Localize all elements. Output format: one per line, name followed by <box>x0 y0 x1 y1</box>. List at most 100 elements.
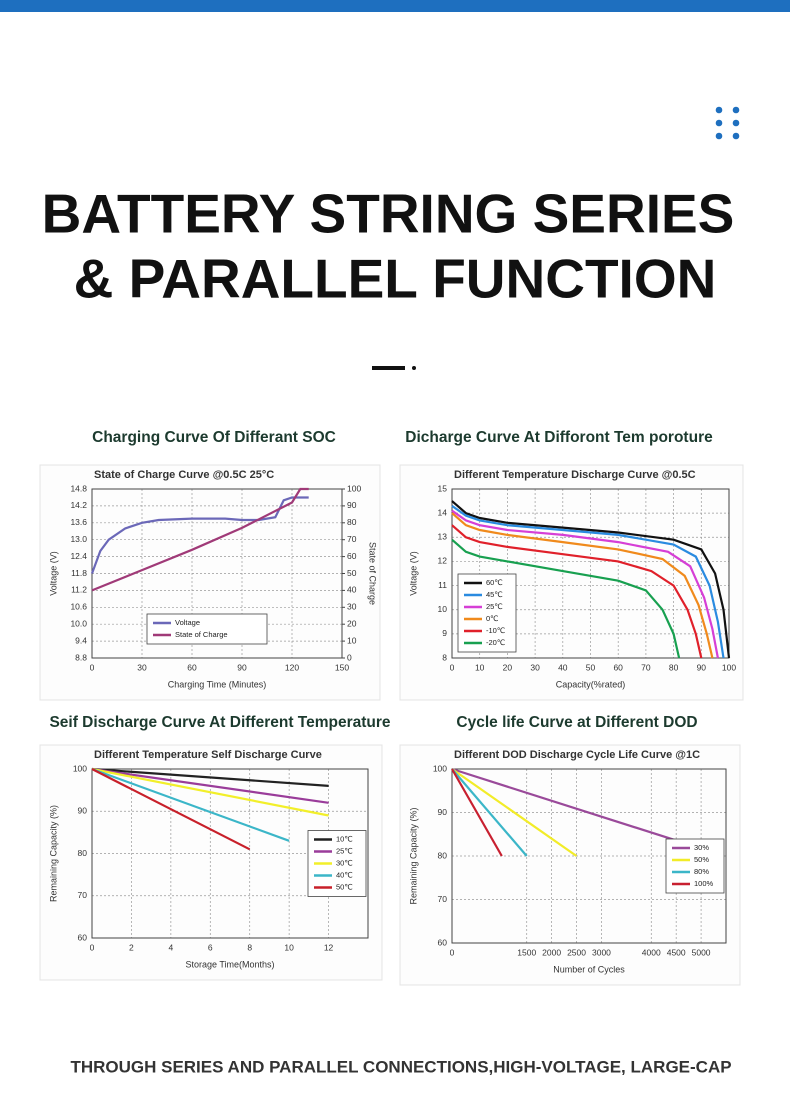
legend-label: 30℃ <box>336 858 353 867</box>
chart: State of Charge Curve @0.5C 25°C 0 30 60 90 1… <box>39 464 381 701</box>
y-axis-label: Voltage (V) <box>48 551 58 596</box>
legend-label: 25℃ <box>336 846 353 855</box>
divider <box>372 366 405 370</box>
series-line <box>451 768 578 857</box>
legend-label: 45℃ <box>486 590 503 599</box>
x-tick-label: 20 <box>503 662 513 672</box>
x-tick-label: 30 <box>530 662 540 672</box>
y2-tick-label: 100 <box>347 483 361 493</box>
legend-label: 80% <box>694 867 709 876</box>
y2-tick-label: 20 <box>347 618 357 628</box>
x-tick-label: 3000 <box>592 947 611 957</box>
divider-dot <box>412 366 416 370</box>
series-line <box>451 509 719 659</box>
chart-caption: Seif Discharge Curve At Different Temper… <box>49 714 390 731</box>
y2-axis-label: State of Charge <box>368 542 378 605</box>
y2-tick-label: 70 <box>347 534 357 544</box>
x-tick-label: 40 <box>558 662 568 672</box>
y-tick-label: 90 <box>78 806 88 816</box>
y-tick-label: 80 <box>78 848 88 858</box>
x-tick-label: 100 <box>722 662 736 672</box>
series-line <box>91 767 329 817</box>
x-axis-label: Capacity(%rated) <box>556 679 626 689</box>
y2-tick-label: 90 <box>347 500 357 510</box>
legend-label: Voltage <box>175 618 200 627</box>
chart: Different Temperature Self Discharge Cur… <box>39 744 383 981</box>
legend-label: 50℃ <box>336 882 353 891</box>
legend-label: 25℃ <box>486 602 503 611</box>
chart-title: Different Temperature Self Discharge Cur… <box>94 749 322 761</box>
chart-caption: Dicharge Curve At Difforont Tem poroture <box>405 429 713 446</box>
x-tick-label: 4 <box>168 942 173 952</box>
x-axis-label: Charging Time (Minutes) <box>168 679 267 689</box>
plot-frame <box>451 768 727 944</box>
x-tick-label: 80 <box>669 662 679 672</box>
y-tick-label: 12.4 <box>70 551 87 561</box>
y-tick-label: 60 <box>438 937 448 947</box>
y-tick-label: 80 <box>438 850 448 860</box>
x-tick-label: 50 <box>586 662 596 672</box>
x-tick-label: 5000 <box>692 947 711 957</box>
legend-label: 60℃ <box>486 578 503 587</box>
chart-title: Different DOD Discharge Cycle Life Curve… <box>454 749 700 761</box>
y2-tick-label: 60 <box>347 551 357 561</box>
title-line: BATTERY STRING SERIES <box>42 183 735 245</box>
series-line <box>91 487 309 592</box>
chart-caption: Charging Curve Of Differant SOC <box>92 429 336 446</box>
x-tick-label: 8 <box>247 942 252 952</box>
y-axis-label: Remaining Capacity (%) <box>48 805 58 902</box>
chart: Different Temperature Discharge Curve @0… <box>399 464 744 701</box>
y2-tick-label: 0 <box>347 652 352 662</box>
y2-tick-label: 10 <box>347 635 357 645</box>
x-tick-label: 0 <box>450 662 455 672</box>
legend-box <box>146 613 268 645</box>
series-line <box>451 767 712 853</box>
x-tick-label: 0 <box>450 947 455 957</box>
y-tick-label: 60 <box>78 932 88 942</box>
y-tick-label: 14.2 <box>70 500 87 510</box>
series-line <box>451 538 681 659</box>
y-tick-label: 14 <box>438 507 448 517</box>
y-tick-label: 13.0 <box>70 534 87 544</box>
x-tick-label: 60 <box>187 662 197 672</box>
y-axis-label: Voltage (V) <box>408 551 418 596</box>
series-line <box>451 512 714 659</box>
x-tick-label: 90 <box>237 662 247 672</box>
y-tick-label: 70 <box>78 890 88 900</box>
plot-frame <box>91 768 369 939</box>
series-line <box>451 768 528 857</box>
y-tick-label: 100 <box>433 763 447 773</box>
y-tick-label: 14.8 <box>70 483 87 493</box>
y-tick-label: 13.6 <box>70 517 87 527</box>
y-tick-label: 15 <box>438 483 448 493</box>
menu-icon[interactable] <box>715 106 740 140</box>
y-tick-label: 11.2 <box>71 585 87 595</box>
x-tick-label: 4500 <box>667 947 686 957</box>
y-tick-label: 8 <box>442 652 447 662</box>
x-tick-label: 4000 <box>642 947 661 957</box>
y-tick-label: 10.6 <box>70 602 87 612</box>
y-tick-label: 10 <box>438 604 448 614</box>
legend-label: 100% <box>694 879 714 888</box>
x-tick-label: 2 <box>129 942 134 952</box>
x-axis-label: Storage Time(Months) <box>185 959 274 969</box>
y-tick-label: 12 <box>438 556 448 566</box>
x-tick-label: 150 <box>335 662 349 672</box>
chart-background <box>39 464 381 701</box>
series-line <box>91 768 251 851</box>
footer-text: THROUGH SERIES AND PARALLEL CONNECTIONS,… <box>70 1057 731 1076</box>
y-tick-label: 9.4 <box>75 635 87 645</box>
legend-label: 50% <box>694 855 709 864</box>
y2-tick-label: 50 <box>347 568 357 578</box>
x-tick-label: 0 <box>90 662 95 672</box>
x-tick-label: 60 <box>613 662 623 672</box>
series-line <box>451 500 731 659</box>
y2-tick-label: 40 <box>347 585 357 595</box>
x-tick-label: 6 <box>208 942 213 952</box>
y2-tick-label: 80 <box>347 517 357 527</box>
legend-label: -20℃ <box>486 638 505 647</box>
x-tick-label: 0 <box>90 942 95 952</box>
y-tick-label: 13 <box>438 532 448 542</box>
legend-label: -10℃ <box>486 626 505 635</box>
